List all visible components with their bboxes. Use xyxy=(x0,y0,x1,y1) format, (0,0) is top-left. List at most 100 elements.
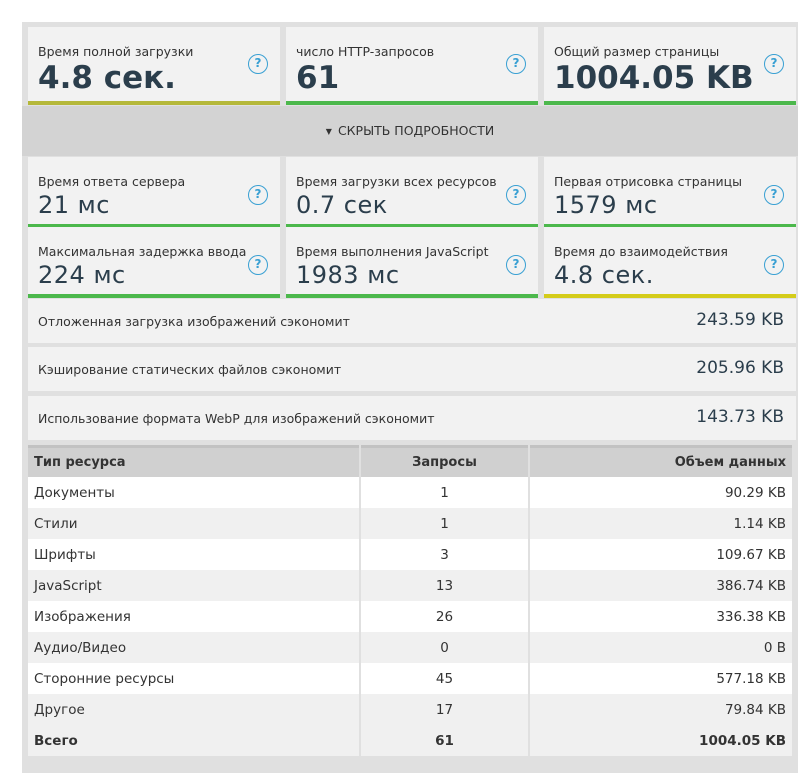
table-row: Стили 1 1.14 KB xyxy=(28,508,792,539)
cell-type: Документы xyxy=(28,477,359,508)
cell-type: Шрифты xyxy=(28,539,359,570)
metric-value: 0.7 сек xyxy=(296,191,388,219)
hide-details-toggle[interactable]: ▼ СКРЫТЬ ПОДРОБНОСТИ xyxy=(22,106,798,156)
metric-label: число HTTP-запросов xyxy=(296,44,435,59)
metric-label: Время выполнения JavaScript xyxy=(296,244,489,259)
table-row: JavaScript 13 386.74 KB xyxy=(28,570,792,601)
cell-type: Изображения xyxy=(28,601,359,632)
saving-value: 205.96 KB xyxy=(696,358,784,378)
metric-label: Максимальная задержка ввода xyxy=(38,244,247,259)
column-header-requests[interactable]: Запросы xyxy=(361,445,528,477)
metric-card-first-paint: Первая отрисовка страницы 1579 мс ? xyxy=(544,157,796,228)
metric-card-full-load-time: Время полной загрузки 4.8 сек. ? xyxy=(28,27,280,105)
metric-label: Общий размер страницы xyxy=(554,44,720,59)
metric-value: 1004.05 KB xyxy=(554,60,754,96)
metric-card-max-input-delay: Максимальная задержка ввода 224 мс ? xyxy=(28,227,280,298)
metric-status-bar xyxy=(286,101,538,105)
table-row: Сторонние ресурсы 45 577.18 KB xyxy=(28,663,792,694)
metric-status-bar xyxy=(544,224,796,228)
metric-status-bar xyxy=(544,101,796,105)
cell-requests: 0 xyxy=(361,632,528,663)
cell-type: Сторонние ресурсы xyxy=(28,663,359,694)
detail-metrics-row-2: Максимальная задержка ввода 224 мс ? Вре… xyxy=(28,227,796,298)
help-icon[interactable]: ? xyxy=(506,255,526,275)
cell-requests: 45 xyxy=(361,663,528,694)
column-header-size[interactable]: Объем данных xyxy=(530,445,792,477)
cell-type: Аудио/Видео xyxy=(28,632,359,663)
top-metrics-row: Время полной загрузки 4.8 сек. ? число H… xyxy=(28,27,796,105)
column-header-type[interactable]: Тип ресурса xyxy=(28,445,359,477)
cell-requests: 26 xyxy=(361,601,528,632)
help-icon[interactable]: ? xyxy=(764,185,784,205)
cell-requests: 1 xyxy=(361,508,528,539)
metric-value: 224 мс xyxy=(38,261,126,289)
metric-card-server-response: Время ответа сервера 21 мс ? xyxy=(28,157,280,228)
metric-label: Время до взаимодействия xyxy=(554,244,728,259)
toggle-label: СКРЫТЬ ПОДРОБНОСТИ xyxy=(337,123,495,138)
cell-requests: 3 xyxy=(361,539,528,570)
help-icon[interactable]: ? xyxy=(248,185,268,205)
saving-label: Кэширование статических файлов сэкономит xyxy=(38,362,342,377)
cell-size: 90.29 KB xyxy=(530,477,792,508)
cell-type: Другое xyxy=(28,694,359,725)
cell-total-size: 1004.05 KB xyxy=(530,725,792,756)
metric-label: Первая отрисовка страницы xyxy=(554,174,743,189)
cell-size: 336.38 KB xyxy=(530,601,792,632)
detail-metrics-row-1: Время ответа сервера 21 мс ? Время загру… xyxy=(28,157,796,228)
triangle-down-icon: ▼ xyxy=(325,127,332,136)
metric-card-http-requests: число HTTP-запросов 61 ? xyxy=(286,27,538,105)
saving-static-cache: Кэширование статических файлов сэкономит… xyxy=(28,347,796,391)
metric-value: 1579 мс xyxy=(554,191,658,219)
saving-lazy-load: Отложенная загрузка изображений сэкономи… xyxy=(28,299,796,343)
cell-size: 577.18 KB xyxy=(530,663,792,694)
cell-total-requests: 61 xyxy=(361,725,528,756)
resource-table: Тип ресурса Запросы Объем данных Докумен… xyxy=(26,445,794,756)
metric-label: Время полной загрузки xyxy=(38,44,194,59)
table-row: Другое 17 79.84 KB xyxy=(28,694,792,725)
cell-size: 0 B xyxy=(530,632,792,663)
cell-size: 1.14 KB xyxy=(530,508,792,539)
cell-requests: 17 xyxy=(361,694,528,725)
metric-label: Время загрузки всех ресурсов xyxy=(296,174,497,189)
metric-card-page-size: Общий размер страницы 1004.05 KB ? xyxy=(544,27,796,105)
cell-requests: 1 xyxy=(361,477,528,508)
table-row: Шрифты 3 109.67 KB xyxy=(28,539,792,570)
table-header-row: Тип ресурса Запросы Объем данных xyxy=(28,445,792,477)
metric-value: 21 мс xyxy=(38,191,110,219)
cell-size: 109.67 KB xyxy=(530,539,792,570)
metric-card-resources-load: Время загрузки всех ресурсов 0.7 сек ? xyxy=(286,157,538,228)
metric-status-bar xyxy=(286,294,538,298)
table-total-row: Всего 61 1004.05 KB xyxy=(28,725,792,756)
metric-status-bar xyxy=(28,294,280,298)
metric-status-bar xyxy=(28,101,280,105)
cell-type: Стили xyxy=(28,508,359,539)
metric-status-bar xyxy=(544,294,796,298)
metric-status-bar xyxy=(286,224,538,228)
table-row: Изображения 26 336.38 KB xyxy=(28,601,792,632)
cell-type: JavaScript xyxy=(28,570,359,601)
help-icon[interactable]: ? xyxy=(764,255,784,275)
saving-value: 143.73 KB xyxy=(696,407,784,427)
metric-status-bar xyxy=(28,224,280,228)
saving-label: Использование формата WebP для изображен… xyxy=(38,411,435,426)
help-icon[interactable]: ? xyxy=(506,185,526,205)
help-icon[interactable]: ? xyxy=(248,255,268,275)
cell-total-label: Всего xyxy=(28,725,359,756)
table-row: Документы 1 90.29 KB xyxy=(28,477,792,508)
metric-label: Время ответа сервера xyxy=(38,174,186,189)
help-icon[interactable]: ? xyxy=(506,54,526,74)
cell-size: 386.74 KB xyxy=(530,570,792,601)
saving-webp: Использование формата WebP для изображен… xyxy=(28,396,796,440)
metric-value: 4.8 сек. xyxy=(38,60,176,96)
saving-label: Отложенная загрузка изображений сэкономи… xyxy=(38,314,350,329)
cell-requests: 13 xyxy=(361,570,528,601)
cell-size: 79.84 KB xyxy=(530,694,792,725)
metric-card-js-execution: Время выполнения JavaScript 1983 мс ? xyxy=(286,227,538,298)
help-icon[interactable]: ? xyxy=(764,54,784,74)
help-icon[interactable]: ? xyxy=(248,54,268,74)
metric-value: 4.8 сек. xyxy=(554,261,654,289)
metric-card-time-to-interactive: Время до взаимодействия 4.8 сек. ? xyxy=(544,227,796,298)
metric-value: 1983 мс xyxy=(296,261,400,289)
report-panel: Время полной загрузки 4.8 сек. ? число H… xyxy=(22,22,798,773)
metric-value: 61 xyxy=(296,60,340,96)
